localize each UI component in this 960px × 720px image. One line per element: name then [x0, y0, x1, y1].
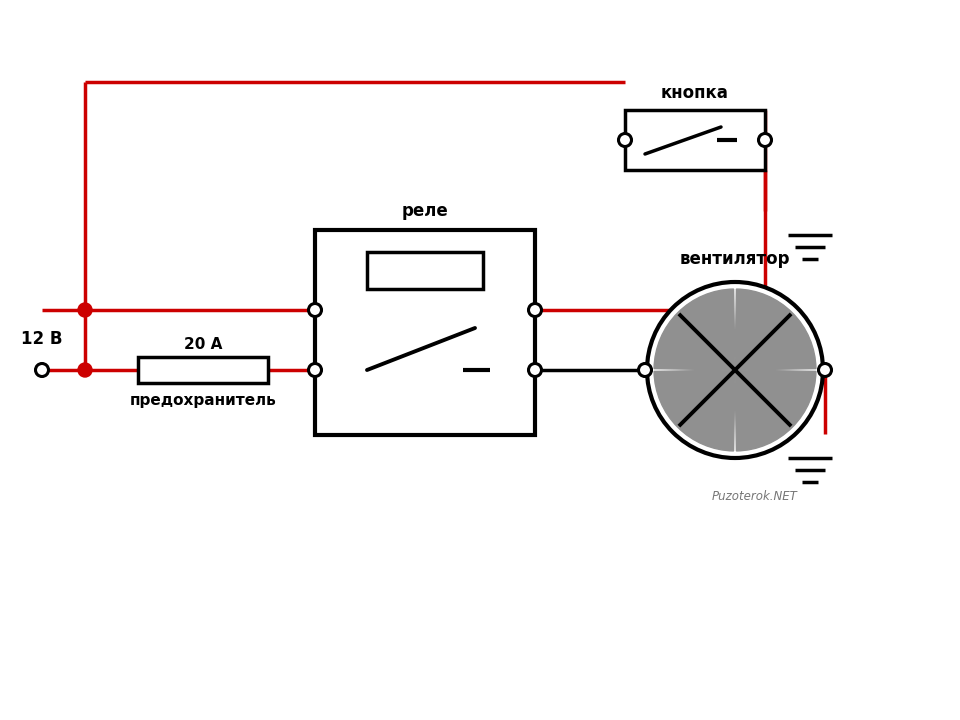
- Circle shape: [78, 363, 92, 377]
- Circle shape: [529, 304, 541, 317]
- Circle shape: [529, 364, 541, 377]
- Circle shape: [36, 364, 49, 377]
- Text: 30: 30: [501, 350, 522, 365]
- Wedge shape: [654, 370, 735, 451]
- Wedge shape: [735, 289, 816, 370]
- Text: Puzoterok.NET: Puzoterok.NET: [712, 490, 798, 503]
- FancyBboxPatch shape: [315, 230, 535, 435]
- Text: 86: 86: [500, 290, 522, 305]
- FancyBboxPatch shape: [367, 252, 483, 289]
- Text: реле: реле: [401, 202, 448, 220]
- FancyBboxPatch shape: [138, 357, 268, 383]
- Circle shape: [618, 133, 632, 146]
- Circle shape: [638, 364, 652, 377]
- Circle shape: [819, 364, 831, 377]
- Circle shape: [758, 133, 772, 146]
- Wedge shape: [735, 370, 816, 451]
- Text: 85: 85: [328, 290, 349, 305]
- Text: предохранитель: предохранитель: [130, 393, 276, 408]
- Text: 12 В: 12 В: [21, 330, 62, 348]
- Text: 87: 87: [328, 350, 349, 365]
- Text: кнопка: кнопка: [661, 84, 729, 102]
- Circle shape: [308, 364, 322, 377]
- Circle shape: [78, 303, 92, 317]
- Text: 20 А: 20 А: [183, 337, 222, 352]
- Wedge shape: [654, 289, 735, 370]
- Text: вентилятор: вентилятор: [680, 250, 790, 268]
- Circle shape: [308, 304, 322, 317]
- FancyBboxPatch shape: [625, 110, 765, 170]
- Circle shape: [647, 282, 823, 458]
